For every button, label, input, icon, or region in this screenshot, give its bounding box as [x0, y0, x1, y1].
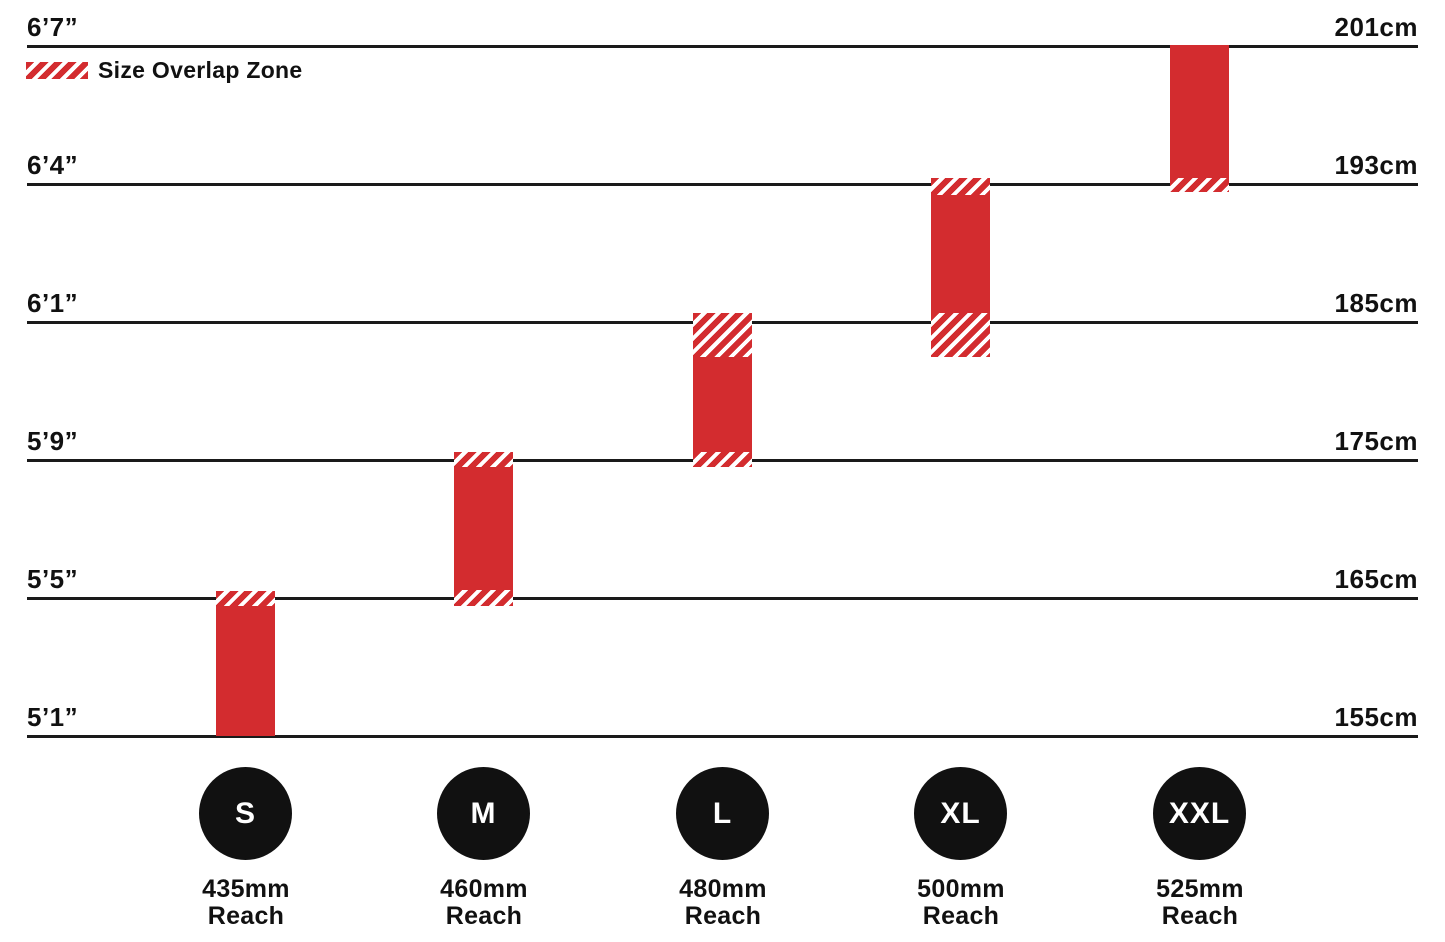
solid-range [454, 467, 513, 590]
solid-range [1170, 45, 1229, 178]
tick-imperial-5ft9: 5’9” [27, 426, 79, 456]
overlap-hatch-top [931, 178, 990, 195]
reach-word: Reach [922, 902, 1000, 930]
gridline-165cm [27, 597, 1418, 600]
gridline-193cm [27, 183, 1418, 186]
size-bar-xxl [1170, 45, 1229, 192]
reach-word: Reach [1161, 902, 1239, 930]
overlap-hatch-bottom [1170, 178, 1229, 192]
solid-range [216, 606, 275, 736]
overlap-hatch-bottom [454, 590, 513, 606]
reach-word: Reach [207, 902, 285, 930]
reach-word: Reach [445, 902, 523, 930]
overlap-hatch-bottom [693, 452, 752, 467]
reach-label-m: 460mm Reach [404, 876, 564, 930]
size-bar-m [454, 452, 513, 606]
size-badge-label: L [712, 796, 733, 830]
tick-imperial-6ft7: 6’7” [27, 12, 79, 42]
reach-word: Reach [684, 902, 762, 930]
solid-range [931, 195, 990, 313]
tick-metric-175cm: 175cm [1334, 426, 1418, 456]
tick-imperial-6ft4: 6’4” [27, 150, 79, 180]
reach-label-l: 480mm Reach [643, 876, 803, 930]
size-badge-xl: XL [914, 767, 1007, 860]
tick-imperial-6ft1: 6’1” [27, 288, 79, 318]
reach-label-s: 435mm Reach [166, 876, 326, 930]
reach-label-xxl: 525mm Reach [1120, 876, 1280, 930]
size-badge-label: S [234, 796, 256, 830]
gridline-155cm [27, 735, 1418, 738]
size-badge-label: XL [940, 796, 981, 830]
overlap-hatch-top [454, 452, 513, 467]
reach-value: 480mm [679, 875, 767, 903]
tick-metric-155cm: 155cm [1334, 702, 1418, 732]
size-bar-s [216, 591, 275, 736]
size-badge-l: L [676, 767, 769, 860]
overlap-hatch-swatch-icon [26, 62, 88, 79]
size-badge-s: S [199, 767, 292, 860]
reach-value: 460mm [440, 875, 528, 903]
overlap-hatch-top [693, 313, 752, 357]
legend-label: Size Overlap Zone [98, 57, 303, 83]
reach-value: 525mm [1156, 875, 1244, 903]
tick-metric-201cm: 201cm [1334, 12, 1418, 42]
size-bar-xl [931, 178, 990, 357]
tick-imperial-5ft5: 5’5” [27, 564, 79, 594]
tick-metric-193cm: 193cm [1334, 150, 1418, 180]
size-badge-label: M [470, 796, 497, 830]
tick-metric-165cm: 165cm [1334, 564, 1418, 594]
size-badge-label: XXL [1168, 796, 1231, 830]
reach-value: 435mm [202, 875, 290, 903]
tick-imperial-5ft1: 5’1” [27, 702, 79, 732]
overlap-hatch-top [216, 591, 275, 606]
size-badge-m: M [437, 767, 530, 860]
size-overlap-legend: Size Overlap Zone [26, 59, 303, 82]
solid-range [693, 357, 752, 452]
overlap-hatch-bottom [931, 313, 990, 357]
size-badge-xxl: XXL [1153, 767, 1246, 860]
gridline-201cm [27, 45, 1418, 48]
reach-label-xl: 500mm Reach [881, 876, 1041, 930]
reach-value: 500mm [917, 875, 1005, 903]
size-bar-l [693, 313, 752, 467]
tick-metric-185cm: 185cm [1334, 288, 1418, 318]
